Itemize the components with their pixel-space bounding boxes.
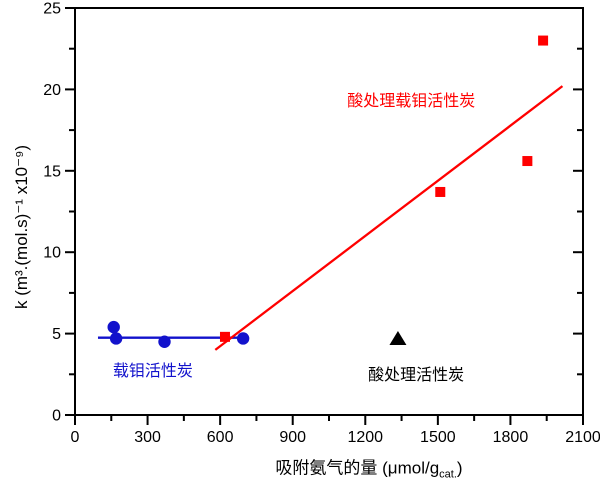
y-tick-label: 0 xyxy=(52,408,61,425)
x-tick-label: 1800 xyxy=(493,429,529,446)
data-point-circle xyxy=(109,332,123,345)
x-axis-title-suffix: ) xyxy=(456,458,463,478)
x-tick-label: 600 xyxy=(207,429,234,446)
x-axis-title-subscript: cat. xyxy=(439,468,457,481)
x-tick-label: 1500 xyxy=(420,429,456,446)
series-annotation: 载钼活性炭 xyxy=(112,363,193,381)
data-point-square xyxy=(538,35,549,46)
data-point-circle xyxy=(107,320,120,334)
data-point-triangle xyxy=(389,330,407,345)
plot-frame xyxy=(74,7,584,416)
x-tick-label: 300 xyxy=(134,429,161,446)
series-annotation: 酸处理活性炭 xyxy=(368,366,465,384)
data-point-circle xyxy=(158,335,171,348)
x-axis-title: 吸附氨气的量 (μmol/gcat.) xyxy=(275,454,463,481)
fit-line xyxy=(214,85,564,351)
x-axis-title-text: 吸附氨气的量 (μmol/g xyxy=(275,458,440,478)
y-tick-label: 15 xyxy=(43,163,61,180)
x-tick-label: 2100 xyxy=(565,429,600,446)
data-point-circle xyxy=(236,332,250,345)
data-point-square xyxy=(522,156,533,167)
x-tick-label: 900 xyxy=(279,429,306,446)
y-tick-label: 5 xyxy=(52,326,61,343)
data-point-square xyxy=(219,331,230,342)
x-tick-label: 0 xyxy=(71,429,80,446)
y-tick-label: 20 xyxy=(43,82,61,99)
y-tick-label: 10 xyxy=(43,245,61,262)
data-point-square xyxy=(435,186,446,197)
series-annotation: 酸处理载钼活性炭 xyxy=(347,93,476,111)
y-tick-label: 25 xyxy=(43,1,61,18)
x-tick-label: 1200 xyxy=(347,429,383,446)
y-axis-title: k (m³.(mol.s)⁻¹ x10⁻⁹) xyxy=(12,144,31,309)
